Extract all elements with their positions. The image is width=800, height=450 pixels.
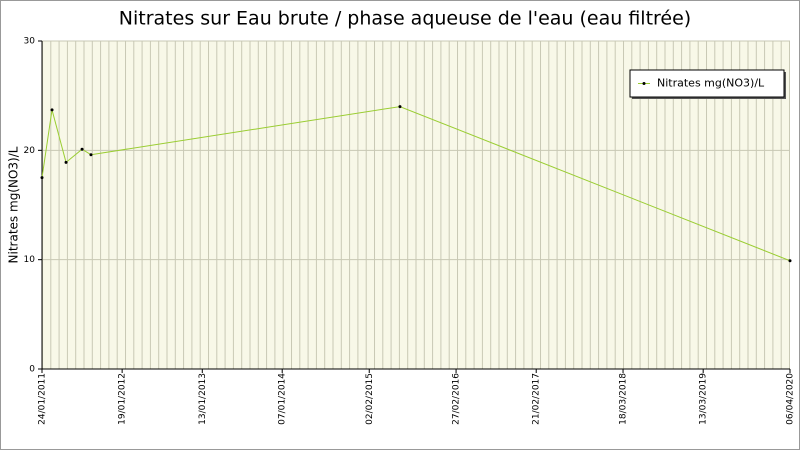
x-tick-label: 07/01/2014 xyxy=(278,373,288,425)
data-point xyxy=(398,105,402,109)
y-tick-label: 10 xyxy=(24,255,36,265)
plot: 0 10 20 30 24/01/2011 19/01/2012 13/01/2013 07/… xyxy=(24,37,796,425)
x-tick-label: 02/02/2015 xyxy=(365,373,375,425)
chart-title: Nitrates sur Eau brute / phase aqueuse d… xyxy=(119,8,691,30)
y-tick-label: 30 xyxy=(24,37,36,47)
legend-label: Nitrates mg(NO3)/L xyxy=(657,77,765,90)
y-tick-label: 0 xyxy=(29,365,35,375)
y-axis-label: Nitrates mg(NO3)/L xyxy=(7,146,21,263)
data-point xyxy=(80,147,84,151)
x-tick-label: 24/01/2011 xyxy=(38,373,48,425)
data-point xyxy=(50,108,54,112)
y-tick-label: 20 xyxy=(24,146,36,156)
x-tick-label: 21/02/2017 xyxy=(532,373,542,425)
x-tick-label: 13/03/2019 xyxy=(699,373,709,425)
data-point xyxy=(89,153,93,157)
data-point xyxy=(64,160,68,164)
data-point xyxy=(40,176,44,180)
x-tick-label: 06/04/2020 xyxy=(786,373,796,425)
x-tick-label: 13/01/2013 xyxy=(198,373,208,425)
legend-box xyxy=(629,69,785,98)
x-tick-label: 19/01/2012 xyxy=(118,373,128,425)
legend: Nitrates mg(NO3)/L xyxy=(629,69,786,99)
data-point xyxy=(788,259,792,263)
x-tick-label: 27/02/2016 xyxy=(452,373,462,425)
legend-marker xyxy=(642,82,646,85)
x-tick-label: 18/03/2018 xyxy=(619,373,629,425)
